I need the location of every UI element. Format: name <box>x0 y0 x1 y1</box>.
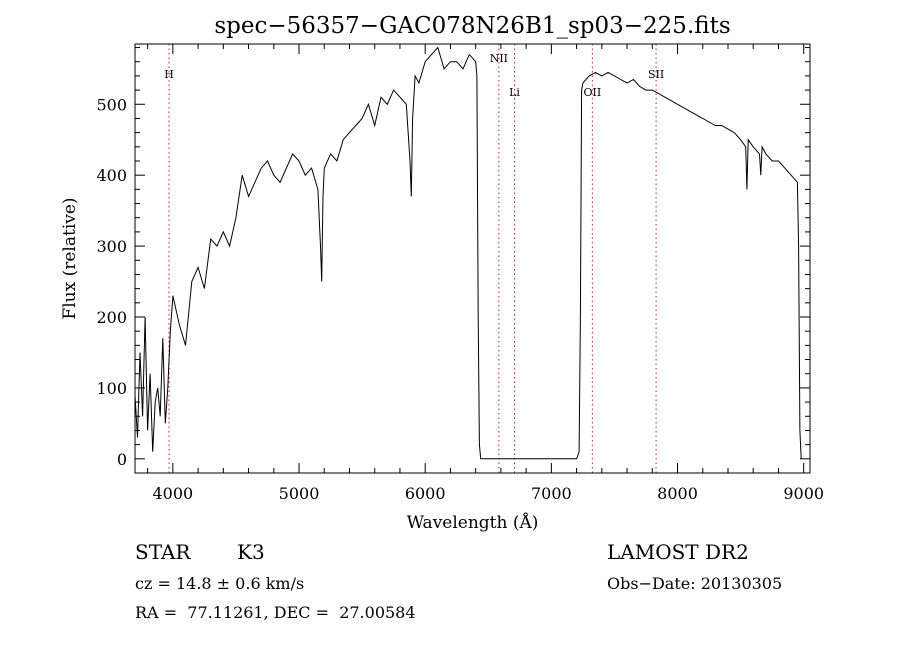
y-tick-label: 500 <box>96 95 127 114</box>
x-tick-label: 9000 <box>783 484 824 503</box>
survey-name: LAMOST DR2 <box>607 540 749 564</box>
y-tick-label: 400 <box>96 166 127 185</box>
y-tick-label: 0 <box>117 450 127 469</box>
line-marker-label: NII <box>490 52 508 65</box>
y-tick-label: 300 <box>96 237 127 256</box>
y-axis-label: Flux (relative) <box>60 197 80 319</box>
line-marker-label: SII <box>648 68 664 81</box>
x-tick-label: 7000 <box>531 484 572 503</box>
y-tick-label: 100 <box>96 379 127 398</box>
object-subclass: K3 <box>237 540 265 564</box>
coordinates: RA = 77.11261, DEC = 27.00584 <box>135 603 416 622</box>
line-marker-label: H <box>164 68 174 81</box>
observation-date: Obs−Date: 20130305 <box>607 574 783 593</box>
x-tick-label: 6000 <box>405 484 446 503</box>
x-axis-label: Wavelength (Å) <box>407 512 539 533</box>
y-tick-label: 200 <box>96 308 127 327</box>
x-tick-label: 5000 <box>279 484 320 503</box>
line-marker-label: OII <box>584 86 602 99</box>
x-tick-label: 8000 <box>657 484 698 503</box>
chart-title: spec−56357−GAC078N26B1_sp03−225.fits <box>214 13 730 39</box>
redshift-cz: cz = 14.8 ± 0.6 km/s <box>135 574 305 593</box>
plot-frame <box>134 43 811 474</box>
object-class: STAR <box>135 540 191 564</box>
x-tick-label: 4000 <box>152 484 193 503</box>
spectrum-line <box>134 46 802 460</box>
line-marker-label: Li <box>509 86 520 99</box>
